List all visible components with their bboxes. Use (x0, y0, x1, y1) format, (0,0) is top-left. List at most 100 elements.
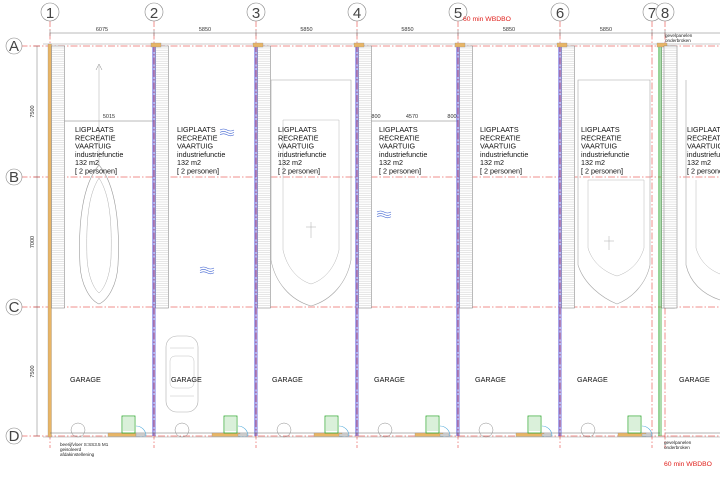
door-swing (580, 422, 596, 438)
garage-label-6: GARAGE (577, 375, 608, 384)
berth-label-5: LIGPLAATS (480, 125, 519, 134)
boat-outline (685, 80, 720, 301)
garage-label-1: GARAGE (70, 375, 101, 384)
water-wave (219, 131, 235, 134)
berth-label-1: 132 m2 (75, 158, 99, 167)
water-wave (219, 133, 235, 137)
floor-note: afdakinstellening (60, 452, 95, 457)
berth-label-2: industriefunctie (177, 150, 225, 159)
door-frame (324, 415, 339, 434)
door-arc (641, 425, 653, 437)
berth-label-4: industriefunctie (379, 150, 427, 159)
water-wave (376, 210, 392, 214)
door-arc (439, 425, 451, 437)
column-label-4: 4 (353, 5, 361, 22)
door-frame (425, 415, 440, 434)
column-bubble-3 (246, 2, 266, 22)
jetty-strip (561, 45, 575, 309)
facade-panel (211, 432, 241, 437)
walls (47, 42, 720, 438)
sub-dimension: 5015 (103, 114, 115, 120)
garage-label-3: GARAGE (272, 375, 303, 384)
row-label-D: D (9, 428, 20, 445)
column-label-2: 2 (150, 5, 158, 22)
door-sill (541, 433, 552, 437)
berth-label-5: [ 2 personen] (480, 167, 522, 176)
berth-label-3: [ 2 personen] (278, 167, 320, 176)
berth-label-2: RECREATIE (177, 133, 218, 142)
facade-note-top: gevelpanelen (665, 33, 693, 38)
fire-rating-label-top: 60 min WBDBO (463, 16, 511, 23)
wall-cap (252, 42, 264, 48)
column-dimension: 5850 (600, 27, 612, 33)
berth-label-7: VAARTUIG (687, 142, 720, 151)
boat-inner (695, 180, 720, 275)
row-dimension: 7500 (30, 105, 36, 117)
floor-note: beerijfvloer S:SS3.5 M1 (60, 442, 109, 447)
door-swing (70, 422, 86, 438)
berth-label-7: RECREATIE (687, 133, 720, 142)
boat-outline (79, 164, 119, 305)
door-frame (627, 415, 642, 434)
row-bubble-B (5, 168, 23, 186)
door-arc (338, 425, 350, 437)
column-bubble-2 (144, 2, 164, 22)
water-wave (199, 266, 215, 270)
boat-inner (282, 119, 340, 285)
facade-note-bottom: onderbroken (664, 445, 690, 450)
door-swing (174, 422, 190, 438)
wall-cap (353, 42, 365, 48)
column-bubble-8 (655, 2, 675, 22)
berth-label-6: VAARTUIG (581, 142, 617, 151)
door-sill (641, 433, 652, 437)
row-label-A: A (9, 38, 19, 55)
boat-inner (86, 177, 112, 294)
plan-texts: 6075 5850 5850 5850 5850 5850 7500 7000 7500 5015… (30, 16, 720, 468)
column-label-1: 1 (46, 5, 54, 22)
car-body (165, 335, 199, 413)
column-dimension: 5850 (401, 27, 413, 33)
berth-label-6: LIGPLAATS (581, 125, 620, 134)
row-label-B: B (9, 169, 19, 186)
berth-label-2: [ 2 personen] (177, 167, 219, 176)
column-bubble-1 (40, 2, 60, 22)
garage-label-5: GARAGE (475, 375, 506, 384)
column-label-3: 3 (252, 5, 260, 22)
column-label-7: 7 (648, 5, 656, 22)
water-wave (376, 215, 392, 219)
mooring-arrow (95, 63, 103, 71)
boat-inner (587, 179, 645, 277)
sub-dimension: 800 (447, 114, 456, 120)
berth-label-3: industriefunctie (278, 150, 326, 159)
column-dimension: 5850 (503, 27, 515, 33)
column-dimension: 5850 (199, 27, 211, 33)
row-dimension: 7500 (30, 365, 36, 377)
column-dimension: 6075 (96, 27, 108, 33)
berth-label-6: RECREATIE (581, 133, 622, 142)
berth-label-3: RECREATIE (278, 133, 319, 142)
berth-label-7: industriefunctie (687, 150, 720, 159)
jetty-strip (663, 45, 678, 309)
row-bubble-D (5, 427, 23, 445)
facade-panel (107, 432, 137, 437)
column-label-6: 6 (556, 5, 564, 22)
berth-label-1: industriefunctie (75, 150, 123, 159)
boat-outline (577, 79, 651, 305)
berth-label-6: 132 m2 (581, 158, 605, 167)
door-swing (276, 422, 292, 438)
door-swing (377, 422, 393, 438)
jetty-strip (51, 45, 65, 309)
berth-label-5: RECREATIE (480, 133, 521, 142)
water-wave (199, 269, 215, 272)
door-frame (223, 415, 238, 434)
water-wave (376, 213, 392, 216)
berth-label-7: 132 m2 (687, 158, 711, 167)
garage-label-7: GARAGE (679, 375, 710, 384)
facade-note-bottom: gevelpanelen (664, 440, 692, 445)
column-bubble-4 (347, 2, 367, 22)
facade-panel (515, 432, 545, 437)
berth-label-6: industriefunctie (581, 150, 629, 159)
boat-outlines (79, 63, 720, 307)
berth-label-2: VAARTUIG (177, 142, 213, 151)
row-bubble-A (5, 37, 23, 55)
